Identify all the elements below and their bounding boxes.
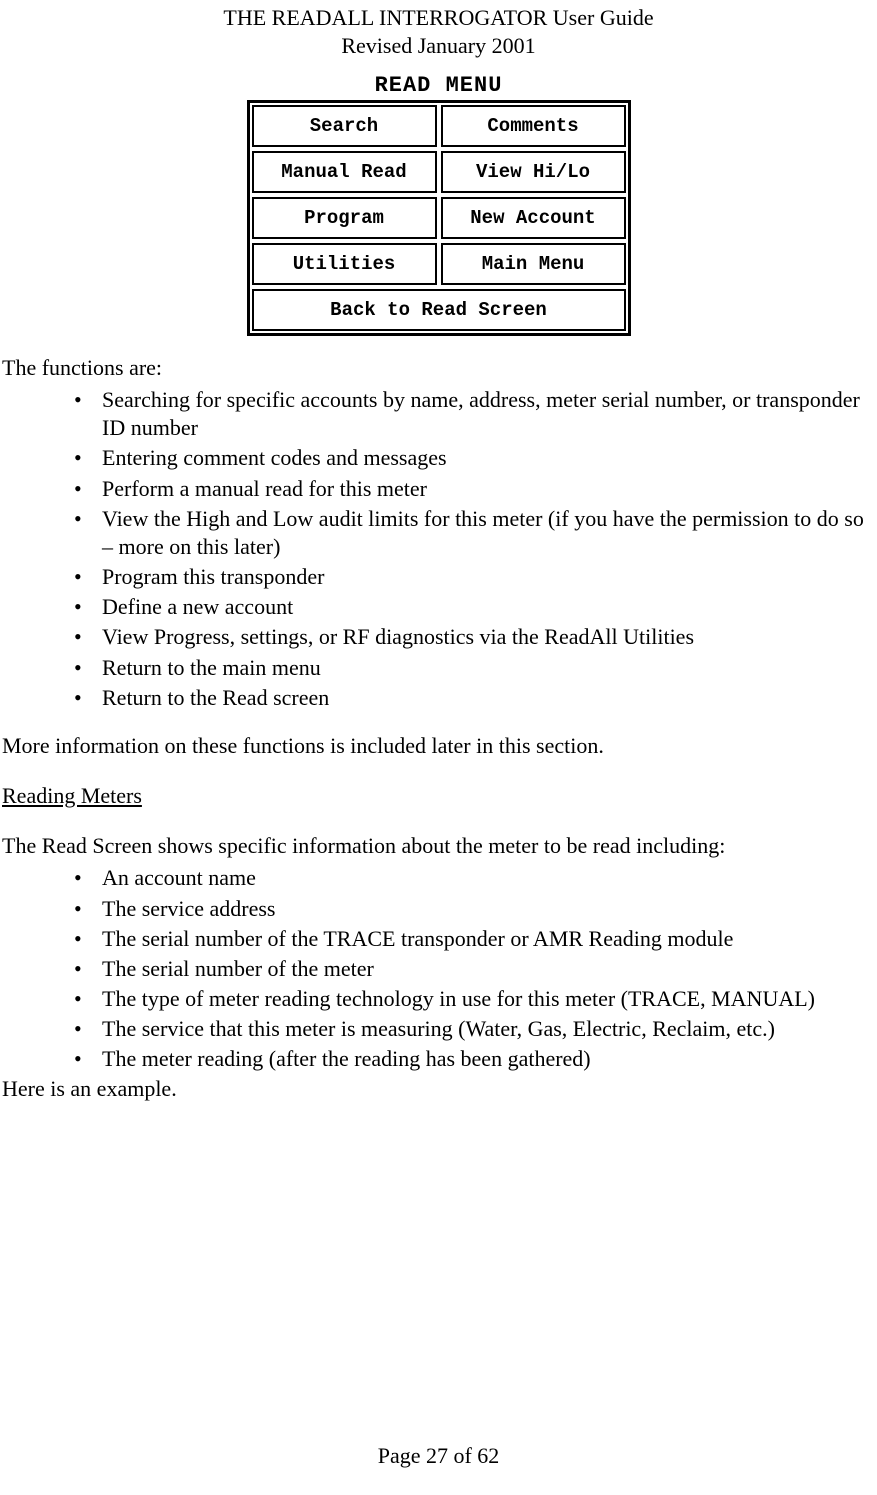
list-item: The serial number of the TRACE transpond…: [74, 925, 875, 953]
page-footer: Page 27 of 62: [0, 1443, 877, 1469]
list-item: Entering comment codes and messages: [74, 444, 875, 472]
list-item: Return to the Read screen: [74, 684, 875, 712]
list-item: View the High and Low audit limits for t…: [74, 505, 875, 561]
doc-title: THE READALL INTERROGATOR User Guide: [0, 4, 877, 32]
read-menu-grid: Search Comments Manual Read View Hi/Lo P…: [250, 103, 628, 287]
document-page: THE READALL INTERROGATOR User Guide Revi…: [0, 0, 877, 1495]
list-item: The type of meter reading technology in …: [74, 985, 875, 1013]
page-header: THE READALL INTERROGATOR User Guide Revi…: [0, 0, 877, 59]
list-item: The service that this meter is measuring…: [74, 1015, 875, 1043]
read-menu-title: READ MENU: [247, 73, 631, 98]
read-menu-box: Search Comments Manual Read View Hi/Lo P…: [247, 100, 631, 336]
read-screen-list: An account name The service address The …: [2, 864, 875, 1073]
menu-program-button[interactable]: Program: [252, 197, 437, 239]
menu-search-button[interactable]: Search: [252, 105, 437, 147]
read-screen-intro: The Read Screen shows specific informati…: [2, 832, 875, 860]
more-info-para: More information on these functions is i…: [2, 732, 875, 760]
list-item: View Progress, settings, or RF diagnosti…: [74, 623, 875, 651]
menu-new-account-button[interactable]: New Account: [441, 197, 626, 239]
list-item: The service address: [74, 895, 875, 923]
menu-view-hilo-button[interactable]: View Hi/Lo: [441, 151, 626, 193]
list-item: An account name: [74, 864, 875, 892]
menu-comments-button[interactable]: Comments: [441, 105, 626, 147]
list-item: Searching for specific accounts by name,…: [74, 386, 875, 442]
section-heading: Reading Meters: [2, 782, 875, 810]
functions-list: Searching for specific accounts by name,…: [2, 386, 875, 712]
list-item: The serial number of the meter: [74, 955, 875, 983]
read-menu-figure: READ MENU Search Comments Manual Read Vi…: [247, 73, 631, 336]
menu-manual-read-button[interactable]: Manual Read: [252, 151, 437, 193]
list-item: Program this transponder: [74, 563, 875, 591]
menu-utilities-button[interactable]: Utilities: [252, 243, 437, 285]
functions-intro: The functions are:: [2, 354, 875, 382]
menu-back-button[interactable]: Back to Read Screen: [252, 289, 626, 331]
list-item: Define a new account: [74, 593, 875, 621]
doc-revised: Revised January 2001: [0, 32, 877, 60]
menu-main-menu-button[interactable]: Main Menu: [441, 243, 626, 285]
list-item: The meter reading (after the reading has…: [74, 1045, 875, 1073]
body-content: The functions are: Searching for specifi…: [0, 354, 877, 1104]
list-item: Return to the main menu: [74, 654, 875, 682]
example-line: Here is an example.: [2, 1075, 875, 1103]
list-item: Perform a manual read for this meter: [74, 475, 875, 503]
